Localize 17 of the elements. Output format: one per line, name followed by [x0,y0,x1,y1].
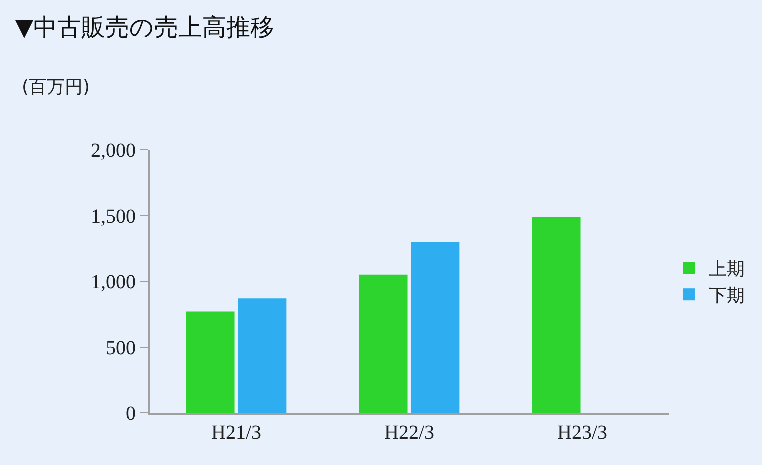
bar [238,298,287,413]
legend-label: 下期 [709,286,745,307]
bar [532,217,581,413]
y-axis-title: (百万円) [22,77,90,98]
x-tick-label: H21/3 [212,422,262,444]
y-tick-label: 2,000 [91,140,136,162]
legend-label: 上期 [709,259,745,280]
x-tick-label: H23/3 [558,422,608,444]
y-tick-label: 500 [106,337,136,360]
y-tick-label: 1,000 [91,272,136,294]
bar [359,274,408,413]
y-tick-label: 0 [126,403,136,425]
y-tick-label: 1,500 [91,206,136,228]
chart-title: ▼中古販売の売上高推移 [15,13,275,42]
bar [186,312,235,413]
x-tick-label: H22/3 [384,422,434,444]
bar [411,242,460,413]
